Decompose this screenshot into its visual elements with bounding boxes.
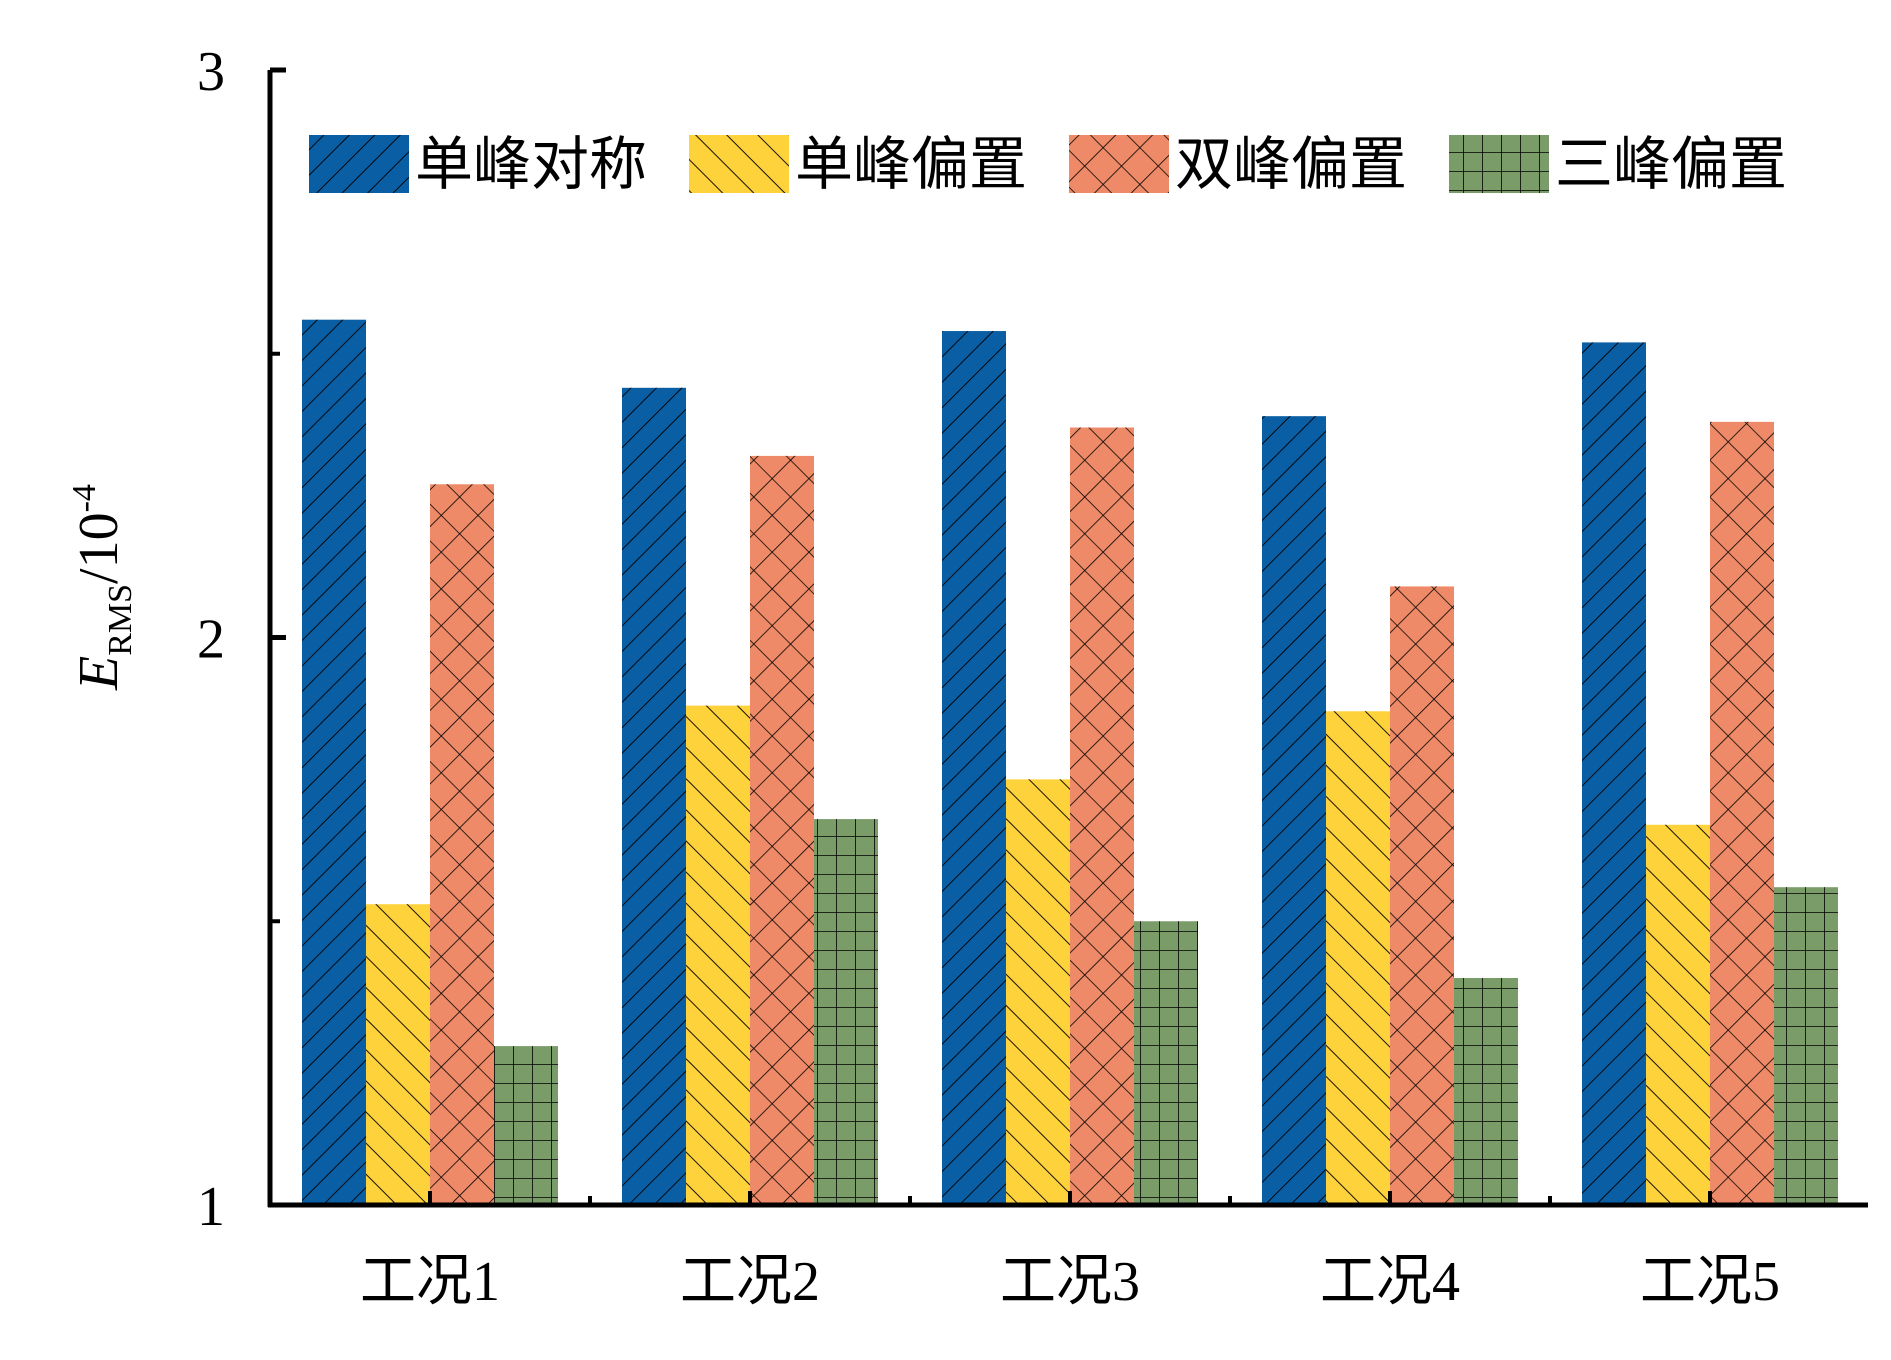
legend-item-4: 三峰偏置	[1449, 132, 1787, 197]
bar-3-2	[1006, 779, 1070, 1205]
bar-4-1	[1262, 416, 1326, 1205]
legend-swatch-pattern	[1069, 135, 1169, 193]
bar-5-2	[1646, 824, 1710, 1205]
bar-pattern	[1262, 416, 1326, 1205]
bar-3-3	[1070, 427, 1134, 1205]
axes-layer: 1 2 3 工况1 工况2 工况3 工况4 工况5	[197, 41, 1868, 1313]
bar-pattern	[1646, 824, 1710, 1205]
bar-2-3	[750, 455, 814, 1205]
x-tick-label: 工况1	[360, 1251, 500, 1313]
legend-swatch-pattern	[689, 135, 789, 193]
bar-pattern	[750, 455, 814, 1205]
x-tick-label: 工况3	[1000, 1251, 1140, 1313]
legend-label: 单峰对称	[415, 132, 647, 197]
legend-item-1: 单峰对称	[309, 132, 647, 197]
bar-1-1	[302, 319, 366, 1205]
bar-1-3	[430, 484, 494, 1205]
bar-pattern	[1454, 978, 1518, 1205]
x-tick-label: 工况5	[1640, 1251, 1780, 1313]
bars-layer	[302, 319, 1838, 1206]
bar-3-1	[942, 331, 1006, 1205]
bar-4-4	[1454, 978, 1518, 1205]
y-tick-label: 2	[197, 609, 225, 671]
bar-1-4	[494, 1046, 558, 1205]
y-tick-label: 1	[197, 1176, 225, 1238]
bar-4-3	[1390, 586, 1454, 1205]
y-axis-label-unit: /10	[68, 512, 130, 584]
bar-1-2	[366, 904, 430, 1205]
bar-pattern	[430, 484, 494, 1205]
bar-pattern	[1390, 586, 1454, 1205]
bar-pattern	[1582, 342, 1646, 1205]
bar-pattern	[942, 331, 1006, 1205]
bar-5-1	[1582, 342, 1646, 1205]
bar-pattern	[1134, 921, 1198, 1205]
y-axis-label-subscript: RMS	[102, 584, 139, 656]
bar-pattern	[686, 705, 750, 1205]
bar-pattern	[494, 1046, 558, 1205]
x-tick-label: 工况4	[1320, 1251, 1460, 1313]
legend-label: 单峰偏置	[795, 132, 1027, 197]
bar-5-3	[1710, 421, 1774, 1206]
bar-pattern	[1070, 427, 1134, 1205]
bar-pattern	[1774, 887, 1838, 1205]
bar-5-4	[1774, 887, 1838, 1205]
y-axis-label-main: E	[68, 656, 130, 691]
y-tick-label: 3	[197, 41, 225, 103]
bar-pattern	[302, 319, 366, 1205]
bar-pattern	[366, 904, 430, 1205]
bar-pattern	[622, 387, 686, 1205]
legend-item-3: 双峰偏置	[1069, 132, 1407, 197]
legend-label: 双峰偏置	[1175, 132, 1407, 197]
bar-2-4	[814, 819, 878, 1205]
bar-2-2	[686, 705, 750, 1205]
legend-swatch-pattern	[309, 135, 409, 193]
legend: 单峰对称 单峰偏置 双峰偏置 三峰偏置	[309, 132, 1787, 197]
bar-pattern	[814, 819, 878, 1205]
bar-pattern	[1326, 711, 1390, 1205]
bar-3-4	[1134, 921, 1198, 1205]
y-axis-label-superscript: -4	[66, 484, 103, 512]
legend-item-2: 单峰偏置	[689, 132, 1027, 197]
bar-4-2	[1326, 711, 1390, 1205]
legend-swatch-pattern	[1449, 135, 1549, 193]
legend-label: 三峰偏置	[1555, 132, 1787, 197]
bar-pattern	[1710, 421, 1774, 1206]
x-tick-label: 工况2	[680, 1251, 820, 1313]
y-axis-label: ERMS/10-4	[66, 484, 139, 691]
bar-2-1	[622, 387, 686, 1205]
bar-pattern	[1006, 779, 1070, 1205]
